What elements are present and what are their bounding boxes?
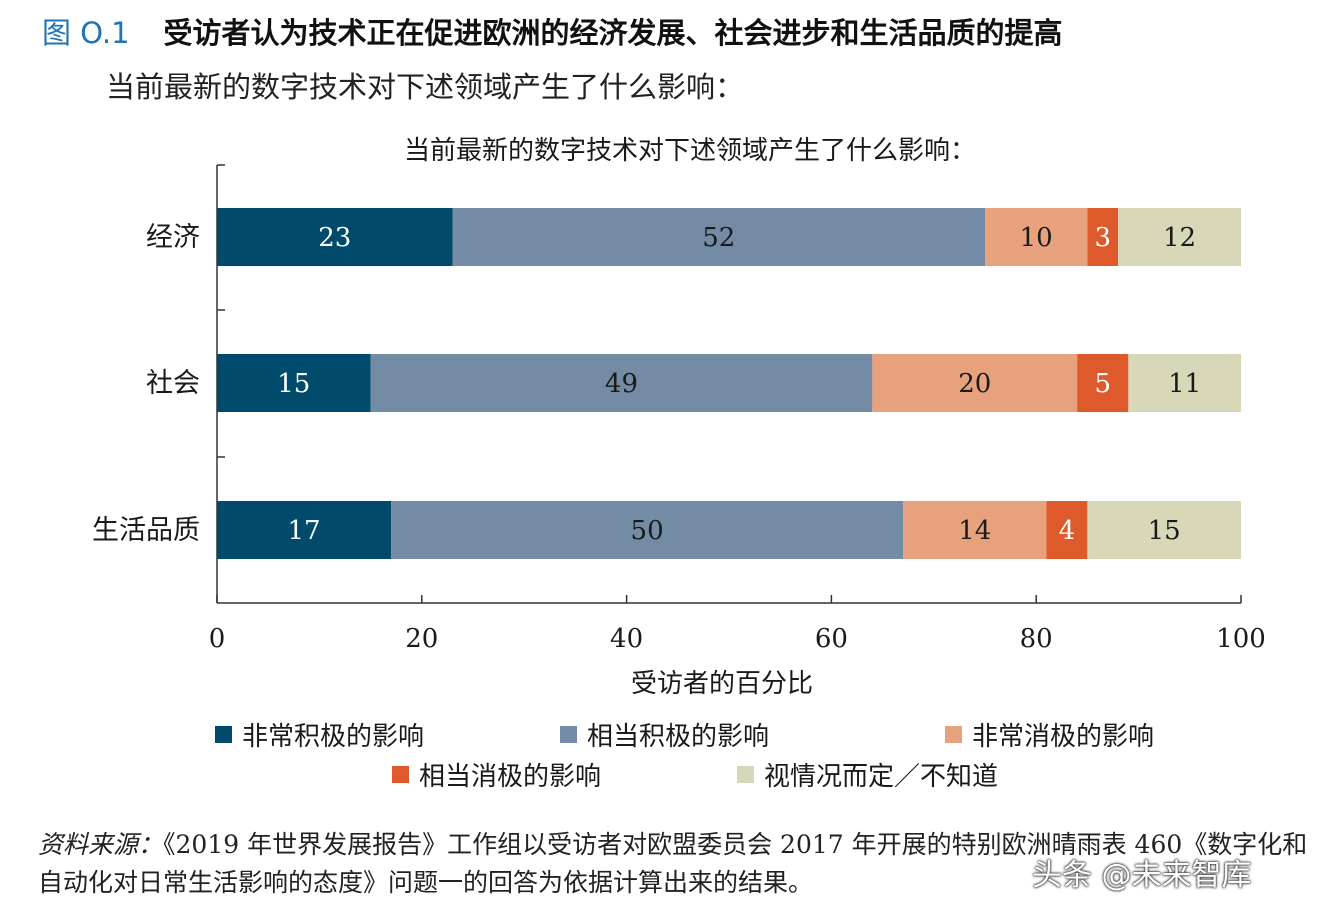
data-label: 15 <box>1148 516 1181 546</box>
source-text: 《2019 年世界发展报告》工作组以受访者对欧盟委员会 2017 年开展的特别欧… <box>38 830 1308 897</box>
bar-segment <box>1087 501 1241 559</box>
legend-swatch <box>392 766 409 783</box>
source-label: 资料来源： <box>38 830 164 859</box>
bar-segment <box>391 501 904 559</box>
data-label: 23 <box>318 223 351 253</box>
bar-segment <box>370 354 873 412</box>
data-label: 49 <box>605 369 638 399</box>
legend-label: 视情况而定／不知道 <box>764 762 999 792</box>
bar-segment <box>903 501 1047 559</box>
bar-segment <box>217 354 371 412</box>
bar-segment <box>452 208 985 266</box>
legend-swatch <box>560 726 577 743</box>
legend-label: 非常积极的影响 <box>242 722 425 752</box>
data-label: 10 <box>1020 223 1053 253</box>
legend-swatch <box>215 726 232 743</box>
watermark: 头条 @未来智库 <box>1032 858 1252 893</box>
figure-title: 受访者认为技术正在促进欧洲的经济发展、社会进步和生活品质的提高 <box>163 16 1063 50</box>
x-axis-label: 受访者的百分比 <box>631 669 813 699</box>
data-label: 52 <box>702 223 735 253</box>
figure-subtitle: 当前最新的数字技术对下述领域产生了什么影响： <box>106 70 745 104</box>
legend-swatch <box>737 766 754 783</box>
data-label: 4 <box>1059 516 1076 546</box>
legend-item: 非常消极的影响 <box>945 716 1154 753</box>
bar-segment <box>1046 501 1088 559</box>
source-note: 资料来源：《2019 年世界发展报告》工作组以受访者对欧盟委员会 2017 年开… <box>38 826 1308 902</box>
data-label: 3 <box>1094 223 1111 253</box>
data-label: 50 <box>631 516 664 546</box>
bar-segment <box>1077 354 1129 412</box>
legend-item: 视情况而定／不知道 <box>737 756 998 793</box>
data-label: 5 <box>1094 369 1111 399</box>
data-label: 11 <box>1168 369 1201 399</box>
data-label: 14 <box>958 516 991 546</box>
legend-label: 非常消极的影响 <box>972 722 1155 752</box>
x-tick-label: 60 <box>815 624 848 654</box>
category-label: 经济 <box>146 222 200 253</box>
figure-header: 图 O.1 受访者认为技术正在促进欧洲的经济发展、社会进步和生活品质的提高 <box>42 10 1063 52</box>
legend-label: 相当消极的影响 <box>419 762 602 792</box>
x-tick-label: 20 <box>405 624 438 654</box>
category-label: 生活品质 <box>92 515 200 546</box>
data-label: 20 <box>958 369 991 399</box>
chart-title: 当前最新的数字技术对下述领域产生了什么影响： <box>404 136 976 166</box>
x-tick-label: 80 <box>1020 624 1053 654</box>
bar-segment <box>1087 208 1119 266</box>
bar-segment <box>217 208 453 266</box>
bar-segment <box>1118 208 1241 266</box>
legend-item: 相当积极的影响 <box>560 716 769 753</box>
bar-segment <box>985 208 1088 266</box>
bar-segment <box>1128 354 1241 412</box>
legend-label: 相当积极的影响 <box>587 722 770 752</box>
bar-segment <box>872 354 1078 412</box>
data-label: 12 <box>1163 223 1196 253</box>
figure-number: 图 O.1 <box>42 16 130 50</box>
bar-segment <box>217 501 392 559</box>
legend-item: 非常积极的影响 <box>215 716 424 753</box>
legend-item: 相当消极的影响 <box>392 756 601 793</box>
legend-swatch <box>945 726 962 743</box>
x-tick-label: 100 <box>1216 624 1266 654</box>
category-label: 社会 <box>146 368 200 399</box>
data-label: 17 <box>287 516 320 546</box>
x-tick-label: 0 <box>209 624 226 654</box>
x-tick-label: 40 <box>610 624 643 654</box>
data-label: 15 <box>277 369 310 399</box>
